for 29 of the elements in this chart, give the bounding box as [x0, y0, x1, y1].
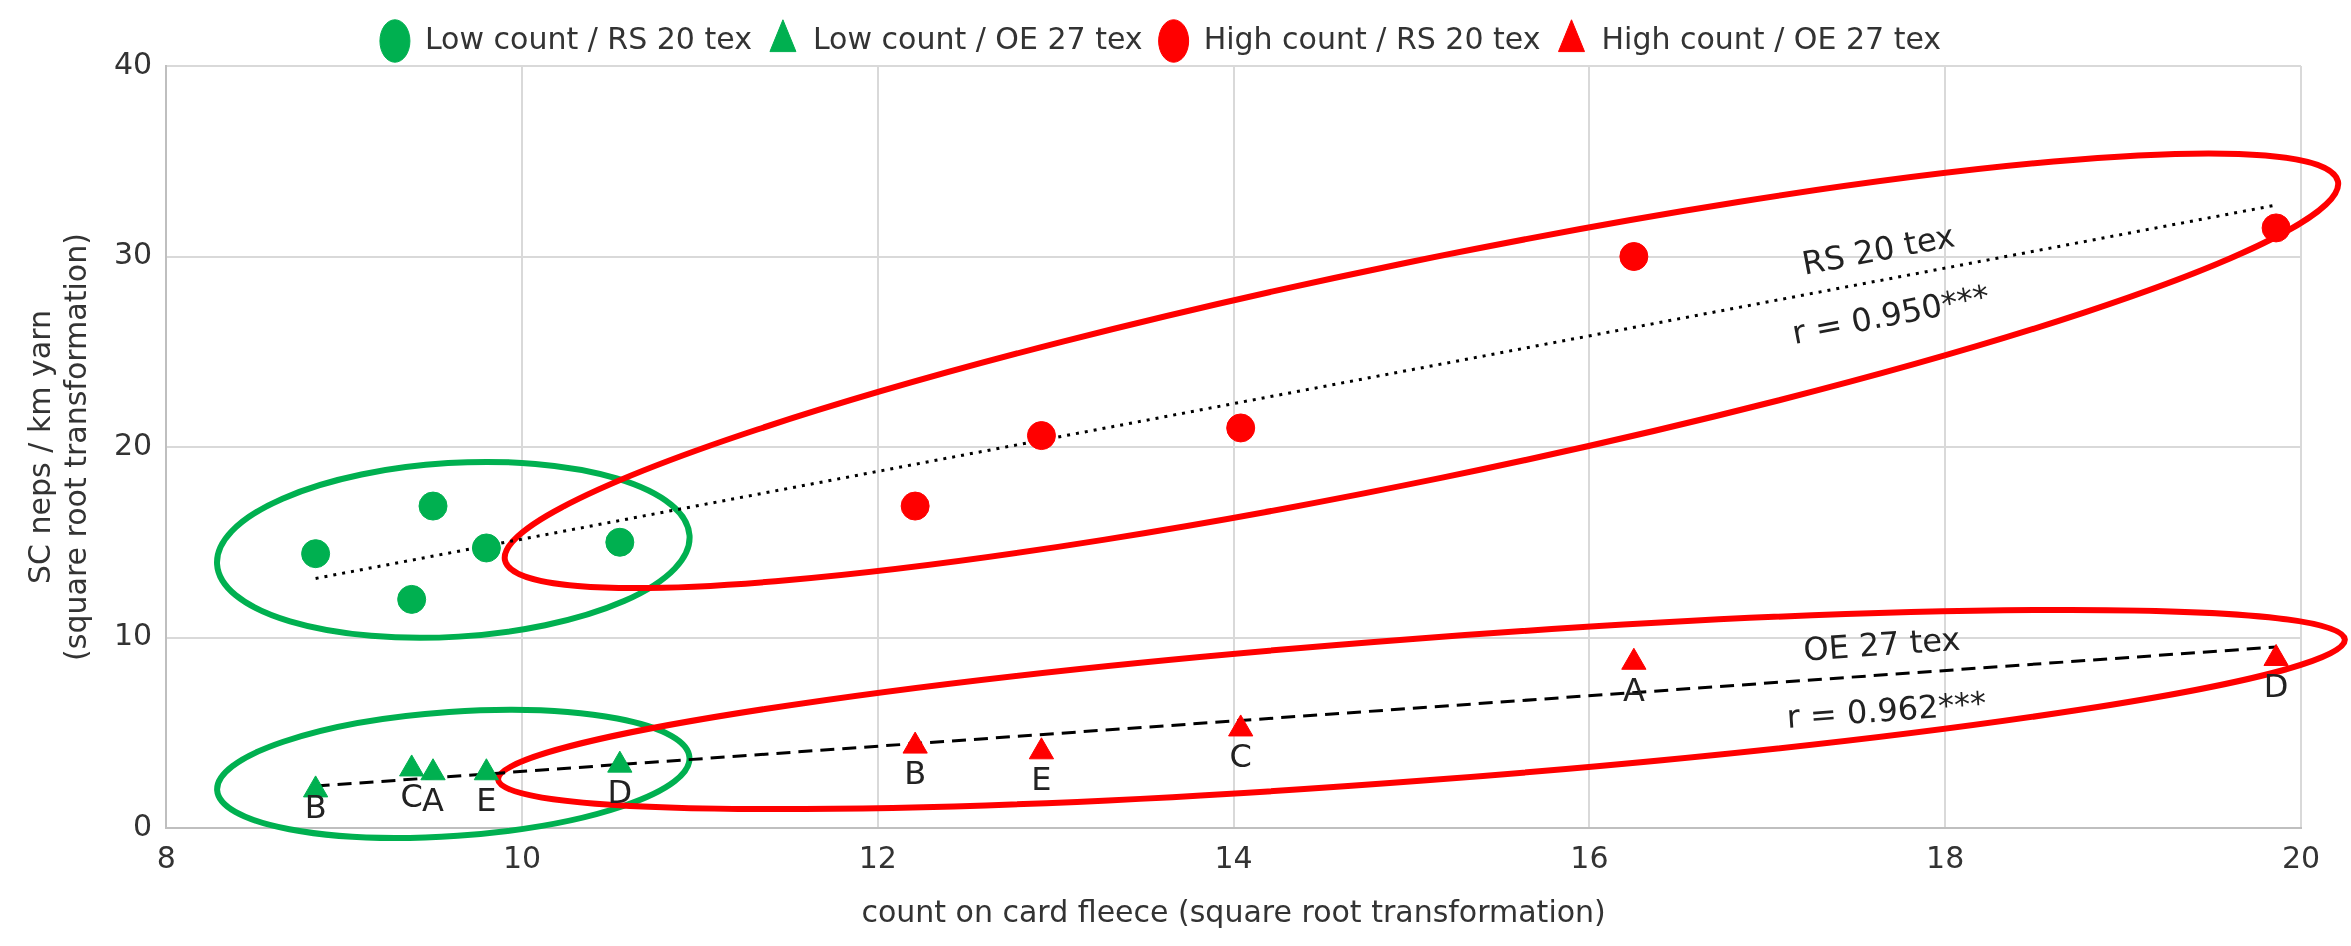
legend-label: Low count / RS 20 tex	[424, 20, 752, 56]
y-axis-title: SC neps / km yarn (square root transformation)	[21, 233, 93, 661]
x-tick-label: 14	[1214, 839, 1253, 875]
data-label: D	[607, 773, 633, 812]
y-tick-label: 40	[113, 45, 153, 81]
x-tick-label: 8	[156, 839, 176, 875]
x-tick-label: 12	[858, 839, 897, 875]
y-tick-label: 30	[113, 236, 153, 272]
data-label: D	[2263, 666, 2289, 705]
data-label: A	[422, 781, 445, 820]
data-label: B	[304, 788, 327, 827]
y-tick-label: 0	[133, 807, 153, 843]
data-label: B	[904, 754, 927, 793]
data-label: C	[1229, 737, 1252, 776]
x-tick-label: 10	[502, 839, 542, 875]
x-tick-label: 16	[1570, 839, 1609, 875]
y-tick-label: 20	[113, 426, 153, 462]
data-label: E	[476, 781, 497, 820]
data-label: C	[400, 777, 423, 816]
legend-label: Low count / OE 27 tex	[812, 20, 1143, 56]
y-tick-label: 10	[113, 617, 153, 653]
annotation: r = 0.962***	[1785, 684, 1988, 737]
x-tick-label: 18	[1926, 839, 1965, 875]
x-tick-label: 20	[2281, 839, 2321, 875]
legend-label: High count / RS 20 tex	[1203, 20, 1541, 56]
series-label: OE 27 tex	[1802, 619, 1962, 669]
legend-label: High count / OE 27 tex	[1601, 20, 1942, 56]
data-label: E	[1031, 760, 1052, 799]
x-axis-title: count on card fleece (square root transformation)	[861, 893, 1606, 929]
